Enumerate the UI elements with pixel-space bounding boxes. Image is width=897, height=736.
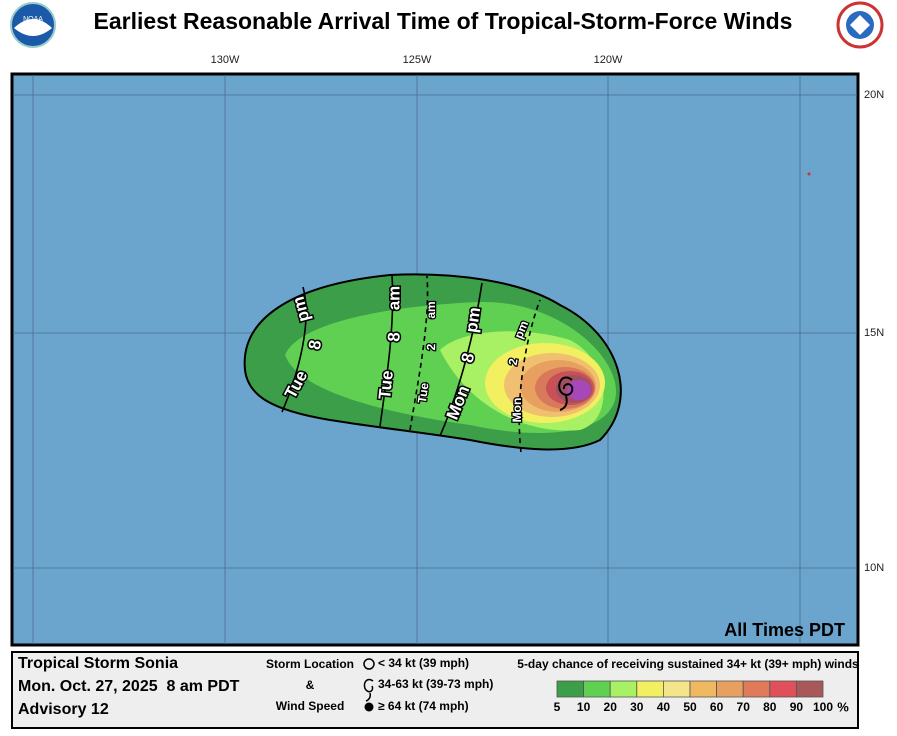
time-label: am [424, 301, 438, 318]
lat-label: 20N [864, 89, 884, 101]
lon-label: 125W [403, 54, 432, 66]
noaa-logo: NOAA [10, 2, 56, 48]
time-label: 2 [424, 343, 438, 350]
time-label: Mon [510, 398, 524, 423]
key-icon [363, 678, 374, 702]
key-title: & [306, 678, 315, 692]
storm-symbol [558, 376, 574, 411]
lat-label: 10N [864, 562, 884, 574]
legend-swatch [609, 680, 638, 698]
key-item: ≥ 64 kt (74 mph) [378, 699, 469, 713]
legend-swatch [689, 680, 718, 698]
lat-label: 15N [864, 327, 884, 339]
time-label: Tue [375, 369, 397, 400]
legend-tick: 50 [683, 700, 697, 714]
legend-tick: 10 [577, 700, 591, 714]
legend-swatch [556, 680, 585, 698]
key-icon [363, 658, 375, 670]
legend-tick: 30 [630, 700, 644, 714]
legend-title: 5-day chance of receiving sustained 34+ … [517, 657, 859, 671]
legend-tick: 70 [737, 700, 751, 714]
legend-tick: 40 [657, 700, 671, 714]
advisory-date: Mon. Oct. 27, 2025 8 am PDT [18, 678, 240, 695]
key-title: Wind Speed [276, 699, 345, 713]
legend-tick: 90 [790, 700, 804, 714]
legend-swatch [716, 680, 744, 698]
legend-unit: % [837, 699, 849, 714]
lon-label: 120W [594, 54, 623, 66]
lon-label: 130W [211, 54, 240, 66]
swath [243, 273, 622, 451]
time-label: 2 [506, 357, 521, 366]
title: Earliest Reasonable Arrival Time of Trop… [94, 8, 793, 34]
legend-swatch [636, 680, 664, 698]
graticule [13, 75, 857, 644]
legend-swatch [796, 680, 824, 698]
isochrones [281, 274, 541, 453]
times-note: All Times PDT [724, 620, 845, 640]
key-item: 34-63 kt (39-73 mph) [378, 677, 493, 691]
time-label: am [384, 286, 403, 311]
key-title: Storm Location [266, 657, 354, 671]
key-icon [364, 702, 374, 712]
legend-tick: 80 [763, 700, 777, 714]
legend-tick: 100 [813, 700, 833, 714]
island [807, 172, 811, 176]
advisory-number: Advisory 12 [18, 701, 109, 718]
legend: 5 10 20 30 40 50 60 70 80 90 100% [554, 680, 849, 714]
key-item: < 34 kt (39 mph) [378, 656, 469, 670]
svg-text:NOAA: NOAA [23, 16, 43, 23]
legend-tick: 5 [554, 700, 561, 714]
time-label: 8 [384, 332, 403, 342]
nws-logo [836, 1, 884, 49]
legend-swatch [742, 680, 771, 698]
legend-tick: 60 [710, 700, 724, 714]
legend-swatch [583, 680, 611, 698]
storm-name: Tropical Storm Sonia [18, 655, 178, 672]
legend-swatch [663, 680, 691, 698]
time-label: pm [462, 306, 484, 334]
legend-swatch [769, 680, 797, 698]
time-label: Tue [415, 381, 432, 404]
legend-tick: 20 [604, 700, 618, 714]
